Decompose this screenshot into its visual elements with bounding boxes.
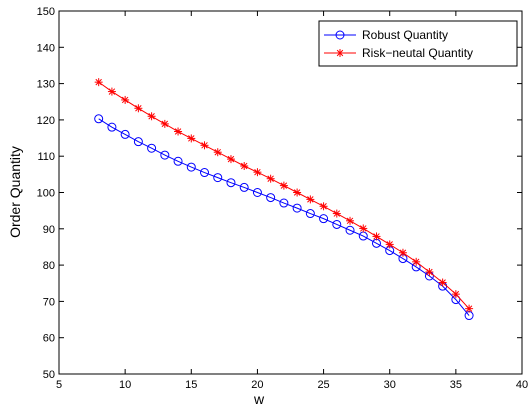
- data-point: [252, 188, 262, 197]
- x-tick-label: 25: [317, 379, 329, 391]
- data-point: [306, 195, 315, 204]
- data-point: [200, 141, 209, 150]
- data-point: [200, 168, 210, 178]
- data-point: [412, 257, 421, 266]
- data-point: [372, 232, 381, 241]
- data-point: [425, 267, 434, 276]
- x-tick-label: 5: [56, 379, 62, 391]
- data-point: [160, 119, 169, 128]
- data-point: [226, 155, 235, 164]
- data-point: [345, 225, 355, 235]
- data-point: [121, 95, 130, 104]
- legend: Robust Quantity Risk−neutal Quantity: [318, 20, 518, 67]
- legend-marker-robust: [335, 30, 345, 40]
- data-point: [147, 112, 156, 121]
- data-point: [133, 137, 143, 147]
- legend-box: [318, 20, 518, 67]
- plot-area: [58, 10, 523, 375]
- data-point: [213, 148, 222, 157]
- y-tick-label: 70: [43, 296, 55, 308]
- x-tick-label: 10: [119, 379, 131, 391]
- data-point: [279, 198, 289, 208]
- y-tick-label: 110: [37, 151, 55, 163]
- data-point: [253, 168, 262, 177]
- plot-frame: [58, 10, 523, 375]
- data-point: [186, 162, 196, 172]
- data-point: [173, 156, 183, 166]
- x-tick-label: 35: [450, 379, 462, 391]
- data-point: [293, 188, 302, 197]
- x-tick-label: 15: [185, 379, 197, 391]
- data-point: [385, 240, 394, 249]
- data-point: [147, 143, 157, 153]
- y-tick-label: 80: [43, 260, 55, 272]
- data-point: [120, 129, 130, 139]
- data-point: [346, 216, 355, 225]
- y-tick-label: 150: [37, 6, 55, 18]
- y-tick-label: 100: [37, 188, 55, 200]
- data-point: [107, 87, 116, 96]
- data-point: [305, 209, 315, 219]
- data-point: [160, 150, 170, 160]
- data-point: [94, 114, 104, 124]
- data-point: [266, 174, 275, 183]
- data-point: [319, 214, 329, 224]
- data-point: [187, 134, 196, 143]
- data-point: [134, 104, 143, 113]
- series-line: [98, 118, 470, 316]
- data-point: [174, 127, 183, 136]
- data-point: [213, 173, 223, 183]
- data-point: [398, 248, 407, 257]
- data-point: [279, 181, 288, 190]
- y-tick-label: 130: [37, 79, 55, 91]
- data-point: [332, 219, 342, 229]
- data-point: [465, 304, 474, 313]
- x-tick-label: 20: [251, 379, 263, 391]
- data-point: [107, 122, 117, 132]
- legend-star-glyph: [336, 49, 344, 57]
- data-point: [332, 209, 341, 218]
- data-point: [292, 203, 302, 213]
- data-point: [451, 290, 460, 299]
- y-tick-label: 60: [43, 333, 55, 345]
- y-tick-label: 90: [43, 224, 55, 236]
- data-point: [239, 182, 249, 192]
- series-robust: [94, 114, 474, 321]
- data-point: [359, 224, 368, 233]
- legend-label-risk-neutral: Risk−neutal Quantity: [362, 46, 473, 60]
- data-point: [226, 178, 236, 188]
- x-tick-label: 40: [516, 379, 528, 391]
- y-tick-label: 50: [43, 369, 55, 381]
- y-tick-label: 140: [37, 42, 55, 54]
- x-axis-title: w: [253, 391, 265, 407]
- y-tick-label: 120: [37, 115, 55, 127]
- data-point: [240, 162, 249, 171]
- series-risk-neutral: [94, 78, 474, 313]
- axis-ticks: 5 10 15 20 25 30 35 40 50 60 70 80 90 100 110 120 130 140…: [37, 6, 528, 391]
- x-tick-label: 30: [384, 379, 396, 391]
- data-point: [319, 202, 328, 211]
- data-point: [94, 78, 103, 87]
- legend-label-robust: Robust Quantity: [362, 28, 448, 42]
- legend-marker-risk-neutral: [336, 49, 344, 57]
- data-point: [266, 193, 276, 203]
- y-axis-title: Order Quantity: [7, 146, 23, 238]
- data-point: [438, 278, 447, 287]
- series-layer: [94, 78, 474, 321]
